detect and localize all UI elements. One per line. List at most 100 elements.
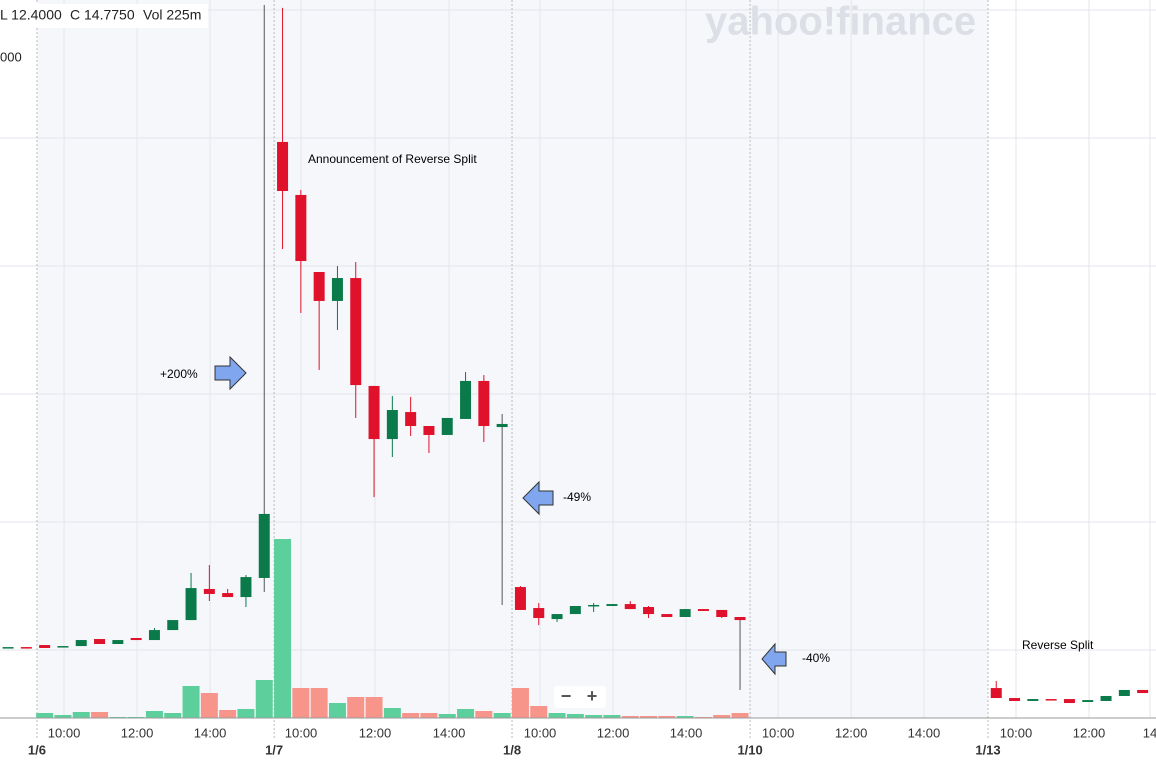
x-tick-label: 10:00	[285, 725, 318, 740]
candle-body	[1027, 699, 1039, 701]
arrow	[214, 355, 247, 391]
candle-body	[460, 380, 472, 419]
volume-bar	[328, 703, 346, 718]
candle-body	[643, 607, 655, 615]
candle-body	[258, 513, 270, 578]
volume-bar	[585, 715, 603, 718]
annotation: Reverse Split	[1022, 638, 1094, 652]
candle-body	[990, 688, 1002, 699]
candle-body	[661, 614, 673, 618]
volume-bar	[603, 715, 621, 718]
volume-bar	[255, 680, 273, 718]
candle-body	[588, 604, 600, 607]
x-tick-label: 12:00	[359, 725, 392, 740]
candle-body	[350, 278, 362, 386]
candle-body	[331, 278, 343, 301]
candle-body	[57, 646, 69, 648]
candle-body	[1063, 699, 1075, 704]
volume-bar	[365, 697, 383, 718]
candle-body	[606, 604, 618, 606]
candle-body	[514, 587, 526, 610]
candle-body	[20, 647, 32, 649]
volume-bar	[438, 714, 456, 718]
candle-body	[2, 647, 14, 649]
candle-body	[295, 194, 307, 262]
volume-bar	[219, 710, 237, 718]
watermark: yahoo!finance	[705, 0, 976, 44]
candle-body	[1100, 695, 1112, 701]
x-tick-label: 12:00	[1073, 725, 1106, 740]
candle-body	[277, 141, 289, 191]
date-tick-label: 1/13	[975, 742, 1000, 757]
arrow	[522, 480, 554, 516]
date-tick-label: 1/8	[503, 742, 521, 757]
candle-body	[185, 588, 197, 621]
volume-bar	[402, 713, 420, 718]
candle-body	[734, 617, 746, 621]
candle-body	[679, 609, 691, 618]
volume-bar	[164, 713, 182, 718]
volume-bar	[91, 712, 109, 718]
candle-body	[75, 640, 87, 647]
candle-body	[533, 608, 545, 619]
candle-body	[39, 645, 51, 648]
volume-bar	[274, 539, 292, 718]
candle-body	[1137, 689, 1149, 694]
header-volume: Vol 225m	[143, 7, 201, 23]
date-tick-label: 1/6	[28, 742, 46, 757]
candle-body	[1082, 700, 1094, 702]
x-tick-label: 14:00	[194, 725, 227, 740]
candle-body	[1045, 699, 1057, 701]
volume-bar	[182, 686, 200, 718]
header-close: C 14.7750	[70, 7, 135, 23]
volume-bar	[292, 688, 310, 718]
x-tick-label: 10:00	[48, 725, 81, 740]
candle-body	[624, 604, 636, 610]
candle-body	[368, 385, 380, 440]
volume-bar	[145, 711, 163, 718]
annotation: -40%	[802, 651, 830, 665]
candle-body	[167, 620, 179, 631]
session-shade	[37, 0, 988, 718]
volume-bar	[72, 712, 90, 718]
candle-body	[222, 593, 234, 598]
candle-body	[1118, 689, 1130, 696]
header-box	[0, 4, 208, 28]
candle-body	[112, 640, 124, 645]
candle-body	[130, 637, 142, 641]
volume-bar	[54, 715, 72, 718]
volume-bar	[420, 713, 438, 718]
annotation: -49%	[563, 490, 591, 504]
candle-body	[313, 272, 325, 301]
annotation: +200%	[160, 367, 198, 381]
volume-bar	[621, 716, 639, 718]
volume-bar	[731, 713, 749, 718]
volume-bar	[475, 711, 493, 718]
volume-bar	[713, 715, 731, 718]
candle-body	[423, 426, 435, 435]
header-fragment: 000	[0, 49, 22, 64]
candle-body	[551, 614, 563, 620]
x-tick-label: 10:00	[524, 725, 557, 740]
candle-body	[478, 380, 490, 427]
volume-bar	[237, 709, 255, 718]
date-tick-label: 1/7	[265, 742, 283, 757]
volume-bar	[511, 688, 529, 718]
volume-bar	[493, 713, 511, 718]
candle-body	[569, 605, 581, 615]
candle-body	[1009, 698, 1021, 701]
candle-body	[94, 639, 106, 645]
candle-body	[496, 423, 508, 428]
candle-body	[697, 609, 709, 611]
x-tick-label: 12:00	[835, 725, 868, 740]
x-tick-label: 12:00	[597, 725, 630, 740]
zoom-out[interactable]: −	[561, 686, 572, 706]
volume-bar	[200, 693, 218, 718]
x-tick-label: 14	[1143, 725, 1156, 740]
volume-bar	[36, 713, 54, 718]
candle-body	[203, 588, 215, 594]
x-tick-label: 14:00	[433, 725, 466, 740]
zoom-in[interactable]: +	[587, 686, 598, 706]
